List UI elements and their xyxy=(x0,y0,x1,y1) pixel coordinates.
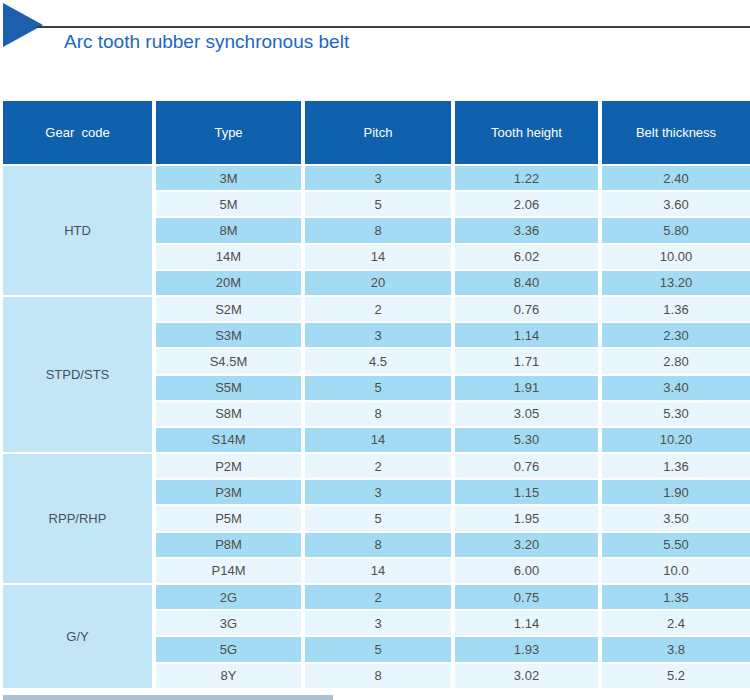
column-header-0: Gear code xyxy=(3,101,152,164)
table-cell: 1.14 xyxy=(455,611,598,635)
table-cell: 1.36 xyxy=(602,454,750,478)
table-cell: 1.95 xyxy=(455,506,598,530)
table-cell: 3 xyxy=(305,480,451,504)
table-cell: S5M xyxy=(156,376,301,400)
table-cell: 14 xyxy=(305,245,451,269)
table-cell: 8M xyxy=(156,218,301,242)
table-cell: 5G xyxy=(156,637,301,661)
title-rule-line xyxy=(36,26,750,28)
table-cell: 5.30 xyxy=(455,428,598,452)
table-cell: 1.35 xyxy=(602,585,750,609)
bottom-partial-bar xyxy=(3,695,333,700)
gear-code-cell: RPP/RHP xyxy=(3,454,152,583)
table-cell: 0.76 xyxy=(455,454,598,478)
table-cell: 5M xyxy=(156,192,301,216)
table-cell: 1.22 xyxy=(455,166,598,190)
table-cell: 2 xyxy=(305,297,451,321)
table-cell: 3.36 xyxy=(455,218,598,242)
table-cell: P5M xyxy=(156,506,301,530)
table-cell: 5.2 xyxy=(602,664,750,688)
table-cell: 1.90 xyxy=(602,480,750,504)
table-cell: S4.5M xyxy=(156,349,301,373)
table-cell: 14 xyxy=(305,428,451,452)
table-cell: 3.20 xyxy=(455,533,598,557)
table-cell: 8 xyxy=(305,664,451,688)
table-cell: 2.80 xyxy=(602,349,750,373)
table-cell: 5 xyxy=(305,506,451,530)
table-cell: 1.14 xyxy=(455,323,598,347)
gear-code-cell: G/Y xyxy=(3,585,152,688)
table-cell: 2 xyxy=(305,454,451,478)
table-cell: 2G xyxy=(156,585,301,609)
column-header-3: Tooth height xyxy=(455,101,598,164)
table-cell: 3.50 xyxy=(602,506,750,530)
table-cell: 3.60 xyxy=(602,192,750,216)
table-cell: S14M xyxy=(156,428,301,452)
gear-code-cell: STPD/STS xyxy=(3,297,152,452)
table-cell: 3 xyxy=(305,323,451,347)
table-cell: 8.40 xyxy=(455,271,598,295)
table-cell: 6.00 xyxy=(455,559,598,583)
table-cell: 3G xyxy=(156,611,301,635)
table-cell: 3 xyxy=(305,611,451,635)
table-cell: 5 xyxy=(305,637,451,661)
table-cell: 1.15 xyxy=(455,480,598,504)
table-cell: 10.20 xyxy=(602,428,750,452)
table-cell: 8 xyxy=(305,402,451,426)
table-cell: 6.02 xyxy=(455,245,598,269)
table-cell: P3M xyxy=(156,480,301,504)
table-cell: 8 xyxy=(305,533,451,557)
table-cell: 0.75 xyxy=(455,585,598,609)
column-header-2: Pitch xyxy=(305,101,451,164)
table-cell: 2.40 xyxy=(602,166,750,190)
table-cell: 5.30 xyxy=(602,402,750,426)
table-cell: 10.00 xyxy=(602,245,750,269)
table-cell: 1.36 xyxy=(602,297,750,321)
table-cell: 10.0 xyxy=(602,559,750,583)
table-cell: 8Y xyxy=(156,664,301,688)
table-cell: 3.02 xyxy=(455,664,598,688)
table-cell: 2 xyxy=(305,585,451,609)
table-cell: 5.80 xyxy=(602,218,750,242)
table-cell: 14 xyxy=(305,559,451,583)
gear-code-cell: HTD xyxy=(3,166,152,295)
table-cell: S8M xyxy=(156,402,301,426)
table-cell: 20 xyxy=(305,271,451,295)
table-cell: 1.93 xyxy=(455,637,598,661)
table-cell: 3 xyxy=(305,166,451,190)
table-cell: 13.20 xyxy=(602,271,750,295)
table-cell: 8 xyxy=(305,218,451,242)
column-header-1: Type xyxy=(156,101,301,164)
table-cell: 3.40 xyxy=(602,376,750,400)
table-cell: 0.76 xyxy=(455,297,598,321)
table-cell: 4.5 xyxy=(305,349,451,373)
table-cell: 5 xyxy=(305,192,451,216)
table-cell: P14M xyxy=(156,559,301,583)
table-cell: 20M xyxy=(156,271,301,295)
table-cell: 2.30 xyxy=(602,323,750,347)
page-title: Arc tooth rubber synchronous belt xyxy=(64,31,349,53)
column-header-4: Belt thickness xyxy=(602,101,750,164)
right-triangle-icon xyxy=(3,3,43,47)
table-cell: 3.8 xyxy=(602,637,750,661)
table-cell: 5.50 xyxy=(602,533,750,557)
table-cell: P8M xyxy=(156,533,301,557)
table-cell: 3.05 xyxy=(455,402,598,426)
table-cell: 1.71 xyxy=(455,349,598,373)
table-cell: 1.91 xyxy=(455,376,598,400)
table-cell: 14M xyxy=(156,245,301,269)
table-cell: 5 xyxy=(305,376,451,400)
table-cell: S2M xyxy=(156,297,301,321)
table-cell: 3M xyxy=(156,166,301,190)
table-cell: P2M xyxy=(156,454,301,478)
table-cell: S3M xyxy=(156,323,301,347)
table-cell: 2.06 xyxy=(455,192,598,216)
table-cell: 2.4 xyxy=(602,611,750,635)
belt-spec-table: Gear codeTypePitchTooth heightBelt thick… xyxy=(3,101,750,688)
